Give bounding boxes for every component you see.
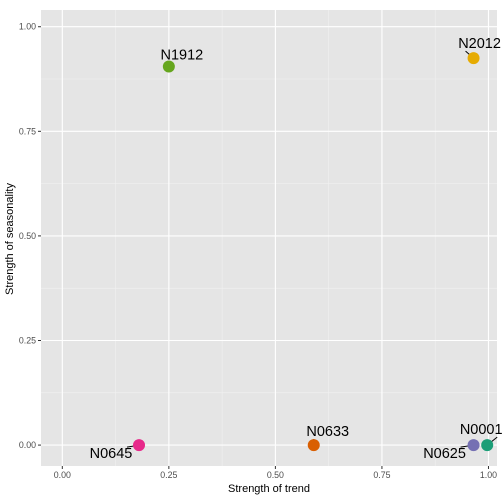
y-tick-label: 0.00 [19, 440, 36, 450]
x-axis-title: Strength of trend [228, 483, 310, 495]
minor-gridlines [41, 10, 497, 466]
y-tick-label: 0.25 [19, 335, 36, 345]
y-tick-label: 0.75 [19, 126, 36, 136]
x-tick-label: 0.50 [267, 470, 284, 480]
point-n0645 [133, 439, 146, 452]
y-axis-ticks: 0.00 0.25 0.50 0.75 1.00 [19, 22, 41, 450]
x-tick-label: 0.75 [373, 470, 390, 480]
point-n0633 [307, 439, 320, 452]
x-tick-label: 0.00 [54, 470, 71, 480]
x-tick-label: 0.25 [160, 470, 177, 480]
point-labels: N1912 N2012 N0645 N0633 N0625 N0001 [90, 36, 503, 462]
point-n0001 [481, 439, 494, 452]
label-n0633: N0633 [306, 424, 349, 440]
label-n2012: N2012 [458, 36, 501, 52]
label-n0625: N0625 [423, 446, 466, 462]
x-tick-label: 1.00 [480, 470, 497, 480]
major-gridlines [41, 10, 497, 466]
y-tick-label: 0.50 [19, 231, 36, 241]
point-n1912 [162, 60, 175, 73]
plot-panel [41, 10, 497, 466]
label-n0645: N0645 [90, 446, 133, 462]
y-axis-title: Strength of seasonality [4, 183, 16, 295]
x-axis-ticks: 0.00 0.25 0.50 0.75 1.00 [54, 466, 497, 480]
point-n0625 [467, 439, 480, 452]
label-n1912: N1912 [160, 47, 203, 63]
point-n2012 [467, 52, 480, 65]
data-points [133, 52, 494, 452]
y-tick-label: 1.00 [19, 22, 36, 32]
label-n0001: N0001 [460, 422, 503, 438]
